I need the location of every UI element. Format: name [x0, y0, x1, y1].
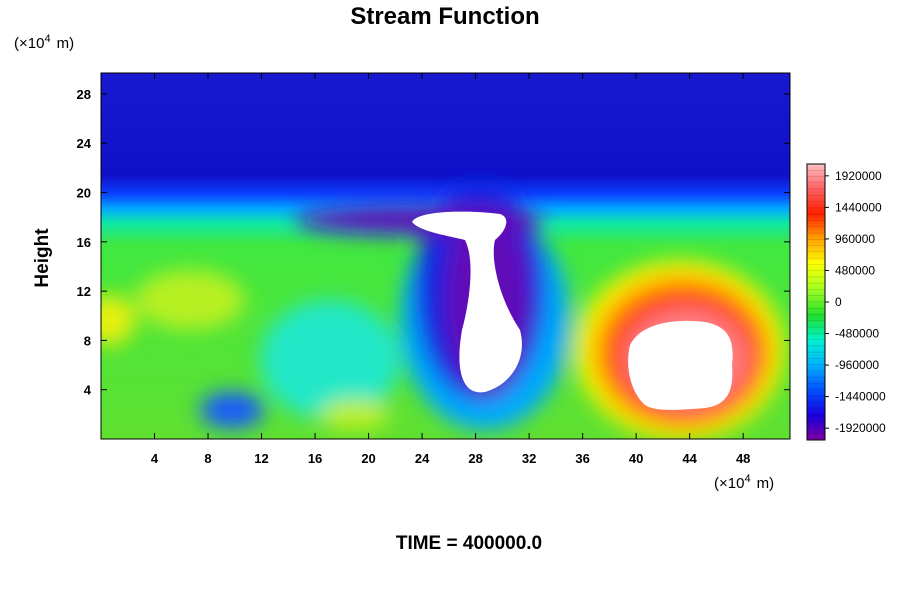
yellow-patch-bottom: [320, 400, 390, 430]
colorbar-tick-label: -480000: [835, 327, 879, 341]
y-tick-label: 28: [77, 87, 91, 102]
y-tick-label: 8: [84, 333, 91, 348]
y-tick-label: 12: [77, 284, 91, 299]
x-tick-label: 40: [629, 451, 643, 466]
x-tick-label: 44: [682, 451, 697, 466]
saturated-negative-region: [412, 211, 522, 393]
colorbar-levels: [807, 169, 825, 435]
colorbar-tick-label: 1920000: [835, 169, 882, 183]
colorbar-tick-label: 480000: [835, 263, 875, 277]
colorbar-tick-label: 1440000: [835, 200, 882, 214]
x-tick-label: 4: [151, 451, 159, 466]
x-tick-label: 16: [308, 451, 322, 466]
y-tick-label: 4: [84, 383, 92, 398]
y-axis-label: Height: [32, 228, 53, 288]
x-axis-ticks: 4 8 12 16 20 24 28 32 36 40 44 48: [151, 73, 750, 466]
colorbar-ticks: 1920000 1440000 960000 480000 0 -480000 -96000…: [825, 169, 886, 435]
x-tick-label: 8: [204, 451, 211, 466]
colorbar-tick-label: 960000: [835, 232, 875, 246]
x-tick-label: 20: [361, 451, 375, 466]
y-axis-ticks: 4 8 12 16 20 24 28: [77, 87, 790, 398]
colorbar-tick-label: 0: [835, 295, 842, 309]
x-tick-label: 32: [522, 451, 536, 466]
cyan-trough: [260, 300, 400, 420]
colorbar-tick-label: -1920000: [835, 421, 886, 435]
y-unit-label: (×104 m): [14, 33, 74, 52]
blue-spot: [200, 392, 264, 428]
yellow-patch-edge: [101, 295, 135, 345]
chart-title: Stream Function: [350, 3, 539, 30]
saturated-positive-region: [628, 320, 733, 410]
y-tick-label: 20: [77, 186, 91, 201]
x-tick-label: 12: [254, 451, 268, 466]
y-tick-label: 24: [77, 136, 92, 151]
x-tick-label: 48: [736, 451, 750, 466]
x-tick-label: 36: [575, 451, 589, 466]
yellow-patch-left: [135, 270, 245, 330]
colorbar-tick-label: -960000: [835, 358, 879, 372]
time-footer: TIME = 400000.0: [396, 533, 542, 554]
colorbar-tick-label: -1440000: [835, 390, 886, 404]
x-unit-label: (×104 m): [714, 473, 774, 492]
x-tick-label: 28: [468, 451, 482, 466]
plot-frame: [100, 72, 791, 440]
y-tick-label: 16: [77, 235, 91, 250]
contour-field: [101, 73, 790, 439]
x-tick-label: 24: [415, 451, 430, 466]
